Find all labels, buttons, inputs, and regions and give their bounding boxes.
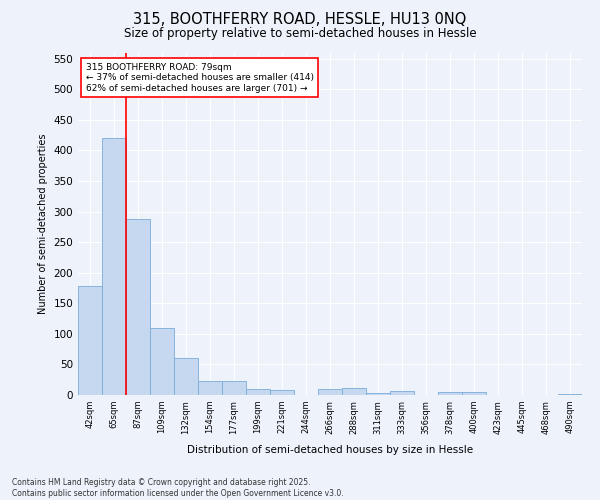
Bar: [174, 358, 198, 395]
Bar: [102, 138, 126, 395]
Bar: [198, 381, 222, 395]
Text: Size of property relative to semi-detached houses in Hessle: Size of property relative to semi-detach…: [124, 28, 476, 40]
Bar: [366, 392, 390, 395]
Y-axis label: Number of semi-detached properties: Number of semi-detached properties: [38, 134, 48, 314]
Bar: [126, 220, 150, 395]
Bar: [438, 392, 462, 395]
Bar: [342, 388, 366, 395]
Bar: [246, 389, 270, 395]
Bar: [78, 286, 102, 395]
Bar: [150, 328, 174, 395]
Text: 315, BOOTHFERRY ROAD, HESSLE, HU13 0NQ: 315, BOOTHFERRY ROAD, HESSLE, HU13 0NQ: [133, 12, 467, 28]
Text: 315 BOOTHFERRY ROAD: 79sqm
← 37% of semi-detached houses are smaller (414)
62% o: 315 BOOTHFERRY ROAD: 79sqm ← 37% of semi…: [86, 63, 314, 92]
Bar: [222, 381, 246, 395]
Bar: [558, 394, 582, 395]
X-axis label: Distribution of semi-detached houses by size in Hessle: Distribution of semi-detached houses by …: [187, 445, 473, 455]
Bar: [318, 389, 342, 395]
Bar: [462, 392, 486, 395]
Bar: [270, 390, 294, 395]
Text: Contains HM Land Registry data © Crown copyright and database right 2025.
Contai: Contains HM Land Registry data © Crown c…: [12, 478, 344, 498]
Bar: [390, 392, 414, 395]
